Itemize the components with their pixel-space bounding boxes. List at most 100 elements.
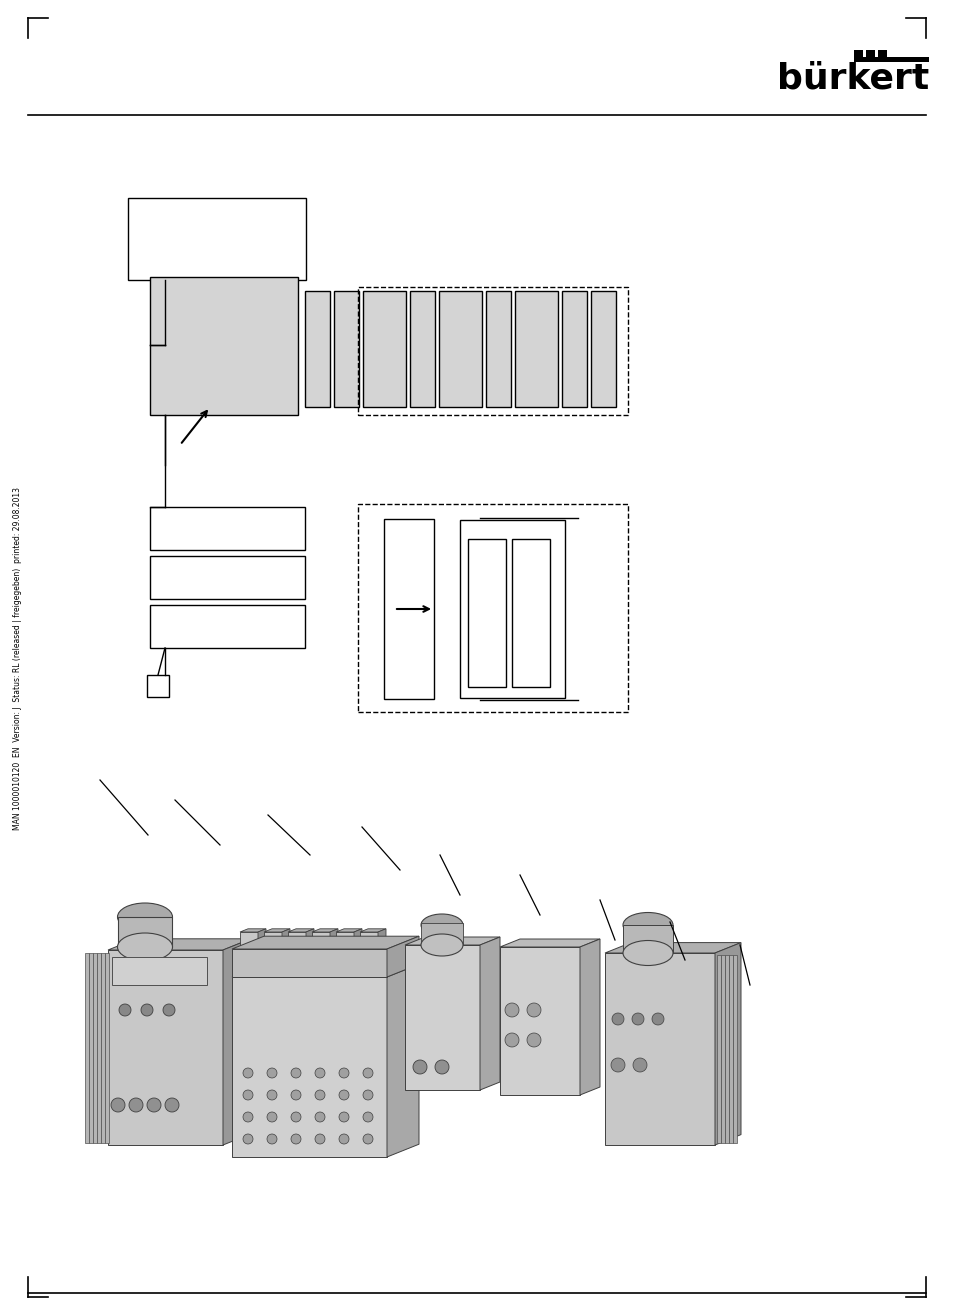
Bar <box>877 50 886 57</box>
Bar <box>335 932 354 977</box>
Bar <box>561 291 586 408</box>
Circle shape <box>338 1068 349 1078</box>
Bar <box>232 977 387 1157</box>
Text: bürkert: bürkert <box>776 60 928 95</box>
Circle shape <box>363 1112 373 1122</box>
Bar <box>232 949 387 977</box>
Circle shape <box>651 1013 663 1024</box>
Polygon shape <box>377 928 386 977</box>
Circle shape <box>504 1034 518 1047</box>
Bar <box>438 291 481 408</box>
Circle shape <box>363 1068 373 1078</box>
Circle shape <box>314 1112 325 1122</box>
Circle shape <box>363 1090 373 1101</box>
Polygon shape <box>232 936 418 949</box>
Polygon shape <box>387 936 418 977</box>
Polygon shape <box>108 939 251 949</box>
Circle shape <box>314 1134 325 1144</box>
Circle shape <box>291 1134 301 1144</box>
Circle shape <box>147 1098 161 1112</box>
Ellipse shape <box>117 903 172 931</box>
Ellipse shape <box>420 934 462 956</box>
Bar <box>312 932 330 977</box>
Polygon shape <box>579 939 599 1095</box>
Bar <box>468 539 505 686</box>
Bar <box>590 291 616 408</box>
Circle shape <box>526 1003 540 1016</box>
Ellipse shape <box>622 940 672 965</box>
Circle shape <box>291 1112 301 1122</box>
Bar <box>720 955 724 1143</box>
Circle shape <box>338 1090 349 1101</box>
Bar <box>150 508 305 550</box>
Polygon shape <box>479 938 499 1090</box>
Polygon shape <box>405 938 499 945</box>
Bar <box>717 955 720 1143</box>
Bar <box>105 953 109 1143</box>
Bar <box>305 291 330 408</box>
Polygon shape <box>359 928 386 932</box>
Polygon shape <box>282 928 290 977</box>
Bar <box>728 955 732 1143</box>
Bar <box>150 605 305 648</box>
Polygon shape <box>306 928 314 977</box>
Bar <box>405 945 479 1090</box>
Polygon shape <box>499 939 599 947</box>
Bar <box>622 924 672 953</box>
Bar <box>288 932 306 977</box>
Circle shape <box>314 1090 325 1101</box>
Bar <box>128 199 306 280</box>
Circle shape <box>526 1034 540 1047</box>
Bar <box>853 50 862 57</box>
Bar <box>147 675 169 697</box>
Circle shape <box>413 1060 427 1074</box>
Circle shape <box>129 1098 143 1112</box>
Polygon shape <box>223 939 251 1145</box>
Bar <box>499 947 579 1095</box>
Polygon shape <box>264 928 290 932</box>
Bar <box>410 291 435 408</box>
Circle shape <box>111 1098 125 1112</box>
Polygon shape <box>330 928 337 977</box>
Circle shape <box>267 1090 276 1101</box>
Circle shape <box>314 1068 325 1078</box>
Bar <box>732 955 737 1143</box>
Bar <box>459 519 564 698</box>
Bar <box>85 953 89 1143</box>
Circle shape <box>165 1098 179 1112</box>
Bar <box>724 955 728 1143</box>
Bar <box>97 953 101 1143</box>
Bar <box>92 953 97 1143</box>
Bar <box>89 953 92 1143</box>
Bar <box>384 519 434 700</box>
Circle shape <box>363 1134 373 1144</box>
Polygon shape <box>232 964 418 977</box>
Bar <box>515 291 558 408</box>
Circle shape <box>612 1013 623 1024</box>
Bar <box>853 57 928 62</box>
Polygon shape <box>240 928 266 932</box>
Bar <box>865 50 874 57</box>
Polygon shape <box>354 928 361 977</box>
Bar <box>264 932 282 977</box>
Circle shape <box>291 1068 301 1078</box>
Circle shape <box>504 1003 518 1016</box>
Circle shape <box>119 1003 131 1016</box>
Bar <box>357 504 627 711</box>
Bar <box>240 932 257 977</box>
Ellipse shape <box>117 934 172 961</box>
Circle shape <box>631 1013 643 1024</box>
Polygon shape <box>257 928 266 977</box>
Circle shape <box>243 1134 253 1144</box>
Bar <box>118 917 172 947</box>
Bar <box>150 277 297 416</box>
Circle shape <box>141 1003 152 1016</box>
Circle shape <box>633 1059 646 1072</box>
Polygon shape <box>387 964 418 1157</box>
Bar <box>604 953 714 1145</box>
Ellipse shape <box>420 914 462 936</box>
Bar <box>101 953 105 1143</box>
Bar <box>485 291 511 408</box>
Text: MAN 1000010120  EN  Version: J  Status: RL (released | freigegeben)  printed: 29: MAN 1000010120 EN Version: J Status: RL … <box>13 487 23 830</box>
Circle shape <box>267 1112 276 1122</box>
